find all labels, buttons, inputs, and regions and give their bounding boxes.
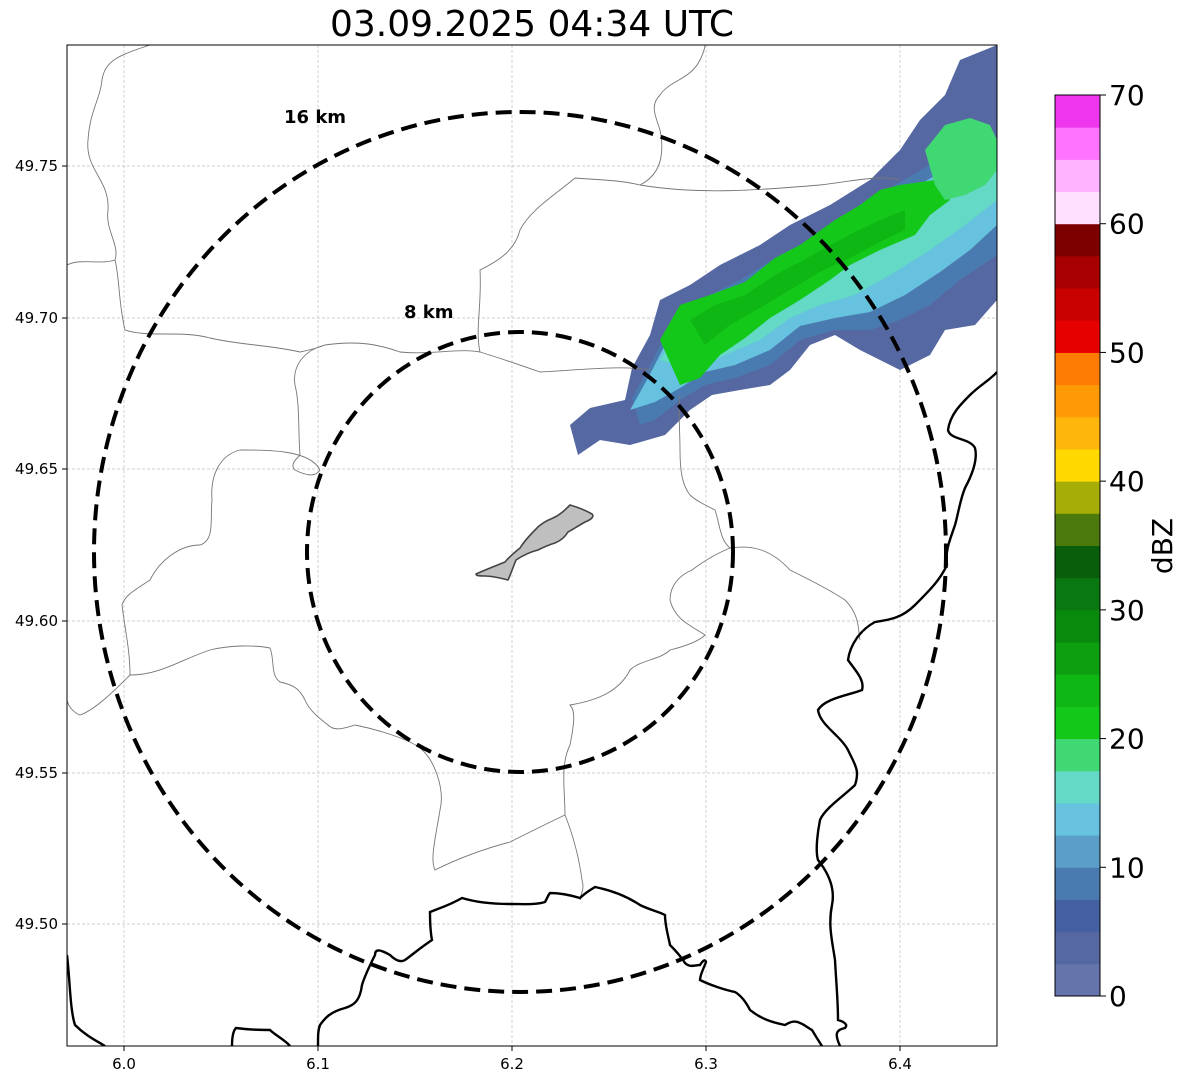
colorbar-cell: [1055, 513, 1100, 546]
border-line: [230, 1026, 291, 1046]
x-tick-label: 6.3: [694, 1055, 718, 1073]
colorbar-cell: [1055, 159, 1100, 193]
x-tick-label: 6.0: [112, 1055, 136, 1073]
boundary-line: [67, 449, 321, 716]
commune-boundaries: [67, 45, 901, 901]
x-tick-label: 6.1: [306, 1055, 330, 1073]
colorbar-cell: [1055, 127, 1100, 160]
border-line: [815, 371, 997, 1046]
colorbar-cell: [1055, 609, 1100, 643]
colorbar-tick-label: 70: [1109, 79, 1145, 112]
colorbar-cell: [1055, 835, 1100, 868]
x-axis: 6.0 6.1 6.2 6.3 6.4: [112, 1046, 912, 1073]
x-tick-label: 6.4: [888, 1055, 912, 1073]
boundary-line: [292, 344, 326, 476]
echo-dark-green: [690, 210, 905, 345]
y-tick-label: 49.75: [15, 157, 58, 175]
colorbar-tick-label: 20: [1109, 723, 1145, 756]
colorbar-cell: [1055, 352, 1100, 386]
colorbar-cell: [1055, 320, 1100, 353]
boundary-line: [477, 45, 706, 353]
colorbar-tick-label: 60: [1109, 208, 1145, 241]
y-tick-label: 49.70: [15, 309, 58, 327]
radar-echo-band: [570, 45, 997, 455]
map-title: 03.09.2025 04:34 UTC: [329, 4, 735, 45]
ring-label-16km: 16 km: [284, 107, 346, 128]
colorbar-tick-label: 30: [1109, 594, 1145, 627]
border-line: [67, 954, 106, 1046]
colorbar-cell: [1055, 802, 1100, 836]
colorbar-cell: [1055, 545, 1100, 579]
colorbar-cell: [1055, 416, 1100, 450]
echo-light-green: [925, 118, 997, 200]
y-tick-label: 49.50: [15, 915, 58, 933]
colorbar-cell: [1055, 899, 1100, 933]
colorbar-cell: [1055, 674, 1100, 707]
axes-frame: [66, 44, 998, 1047]
colorbar-tick-label: 0: [1109, 980, 1127, 1013]
ring-label-8km: 8 km: [404, 302, 454, 323]
y-axis: 49.50 49.55 49.60 49.65 49.70 49.75: [15, 157, 67, 933]
colorbar-frame: [1054, 94, 1101, 997]
boundary-line: [324, 342, 651, 373]
city-area: [475, 504, 594, 581]
colorbar-cell: [1055, 481, 1100, 514]
colorbar-cell: [1055, 706, 1100, 740]
colorbar: 0 10 20 30 40 50 60 70 dBZ: [1054, 79, 1179, 1013]
boundary-line: [67, 45, 151, 266]
boundary-line: [678, 394, 731, 549]
boundary-line: [639, 177, 901, 192]
boundary-line: [563, 546, 861, 816]
colorbar-cell: [1055, 577, 1100, 611]
range-ring-8km: [305, 330, 735, 774]
colorbar-tick-label: 50: [1109, 336, 1145, 369]
y-tick-label: 49.65: [15, 460, 58, 478]
colorbar-cell: [1055, 191, 1100, 225]
colorbar-cell: [1055, 384, 1100, 418]
x-tick-label: 6.2: [500, 1055, 524, 1073]
y-tick-label: 49.60: [15, 612, 58, 630]
colorbar-cell: [1055, 770, 1100, 804]
y-tick-label: 49.55: [15, 764, 58, 782]
colorbar-cell: [1055, 963, 1100, 997]
colorbar-cell: [1055, 931, 1100, 965]
colorbar-cell: [1055, 738, 1100, 772]
national-border: [67, 371, 997, 1046]
boundary-line: [114, 259, 326, 353]
colorbar-tick-label: 10: [1109, 851, 1145, 884]
colorbar-cell: [1055, 223, 1100, 257]
colorbar-unit-label: dBZ: [1146, 518, 1179, 574]
range-ring-16km: [92, 110, 948, 994]
colorbar-cell: [1055, 95, 1100, 128]
colorbar-cell: [1055, 642, 1100, 675]
boundary-line: [129, 645, 584, 901]
colorbar-tick-label: 40: [1109, 465, 1145, 498]
colorbar-cell: [1055, 255, 1100, 289]
colorbar-cell: [1055, 288, 1100, 321]
colorbar-cell: [1055, 867, 1100, 900]
border-line: [316, 885, 823, 1046]
colorbar-cell: [1055, 448, 1100, 482]
